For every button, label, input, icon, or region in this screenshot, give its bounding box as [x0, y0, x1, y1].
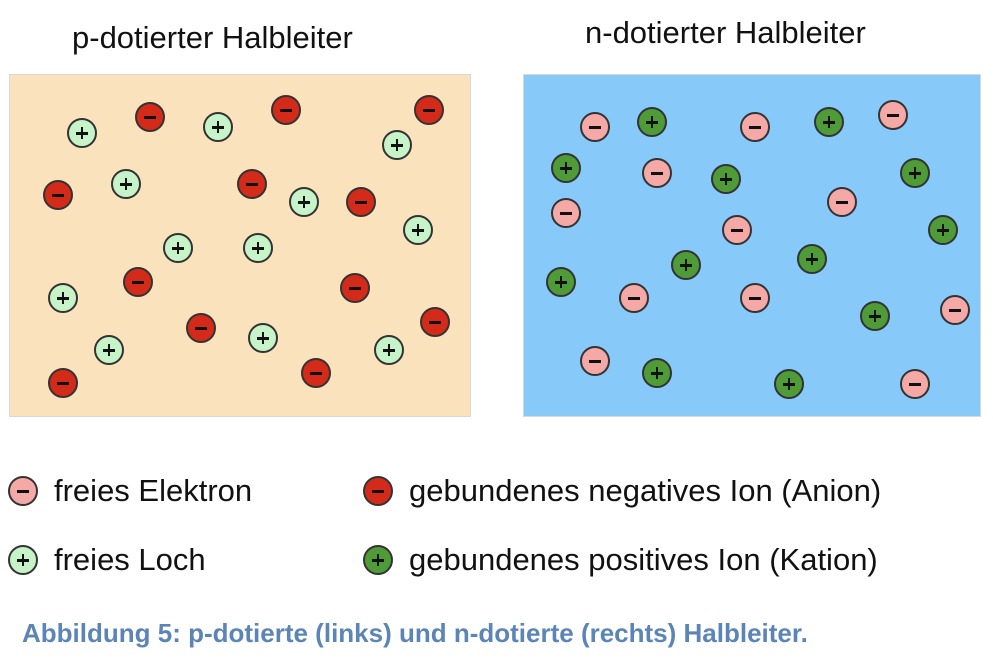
free-hole-particle: [403, 215, 433, 245]
legend-label: freies Loch: [54, 542, 206, 577]
free-hole-particle: [374, 335, 404, 365]
bound-negative-ion-particle: [48, 368, 78, 398]
bound-negative-ion-particle: [340, 273, 370, 303]
legend-free-hole: freies Loch: [8, 542, 206, 578]
bound-positive-ion-particle: [551, 153, 581, 183]
legend-bound-positive-ion: gebundenes positives Ion (Kation): [363, 542, 878, 578]
free-electron-particle: [551, 198, 581, 228]
n-panel-title: n-dotierter Halbleiter: [585, 15, 866, 50]
free-electron-particle: [827, 187, 857, 217]
bound-positive-ion-particle: [642, 358, 672, 388]
free-hole-particle: [248, 323, 278, 353]
bound-positive-ion-particle: [814, 107, 844, 137]
free-hole-particle: [48, 283, 78, 313]
bound-negative-ion-particle: [237, 169, 267, 199]
legend-label: freies Elektron: [54, 473, 253, 508]
free-hole-particle: [67, 118, 97, 148]
free-hole-particle: [203, 112, 233, 142]
legend-label: gebundenes negatives Ion (Anion): [409, 473, 882, 508]
free-electron-particle: [580, 112, 610, 142]
bound-positive-ion-particle: [711, 164, 741, 194]
bound-positive-ion-particle: [797, 244, 827, 274]
bound-negative-ion-particle: [420, 307, 450, 337]
free-electron-particle: [619, 283, 649, 313]
bound-negative-ion-particle: [123, 267, 153, 297]
bound-negative-ion-particle: [43, 180, 73, 210]
free-electron-particle: [878, 100, 908, 130]
free-hole-particle: [163, 233, 193, 263]
bound-positive-ion-particle: [774, 369, 804, 399]
free-hole-particle: [382, 130, 412, 160]
free-electron-particle: [940, 295, 970, 325]
bound-negative-ion-particle: [301, 358, 331, 388]
free-electron-particle: [900, 369, 930, 399]
free-electron-particle: [740, 112, 770, 142]
legend-bound-negative-ion: gebundenes negatives Ion (Anion): [363, 473, 881, 509]
bound-negative-ion-particle: [346, 187, 376, 217]
bound-negative-ion-particle: [135, 102, 165, 132]
legend-free-electron: freies Elektron: [8, 473, 252, 509]
bound-positive-ion-particle: [671, 250, 701, 280]
free-hole-icon: [8, 545, 38, 575]
bound-positive-ion-particle: [546, 267, 576, 297]
free-electron-particle: [642, 158, 672, 188]
bound-positive-ion-particle: [860, 301, 890, 331]
p-panel-title: p-dotierter Halbleiter: [72, 20, 353, 55]
free-electron-icon: [8, 476, 38, 506]
bound-negative-ion-particle: [271, 95, 301, 125]
free-electron-particle: [580, 346, 610, 376]
free-hole-particle: [94, 335, 124, 365]
free-electron-particle: [740, 283, 770, 313]
bound-positive-ion-icon: [363, 545, 393, 575]
bound-negative-ion-particle: [186, 313, 216, 343]
bound-negative-ion-particle: [414, 95, 444, 125]
free-hole-particle: [111, 169, 141, 199]
bound-negative-ion-icon: [363, 476, 393, 506]
free-hole-particle: [289, 187, 319, 217]
free-hole-particle: [243, 233, 273, 263]
bound-positive-ion-particle: [637, 107, 667, 137]
bound-positive-ion-particle: [928, 215, 958, 245]
figure-caption: Abbildung 5: p-dotierte (links) und n-do…: [22, 618, 808, 648]
free-electron-particle: [722, 215, 752, 245]
legend-label: gebundenes positives Ion (Kation): [409, 542, 878, 577]
bound-positive-ion-particle: [900, 158, 930, 188]
